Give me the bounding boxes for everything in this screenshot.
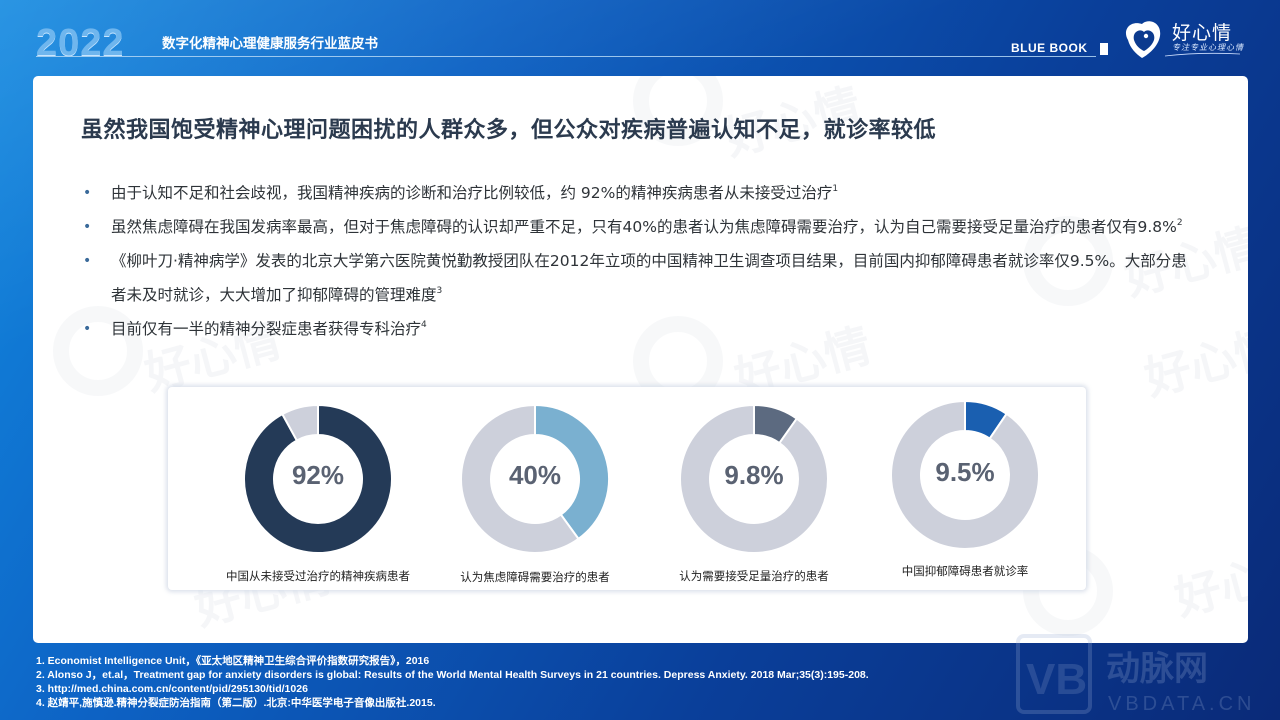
donut-label: 中国从未接受过治疗的精神疾病患者 [226, 569, 410, 583]
report-title: 数字化精神心理健康服务行业蓝皮书 [162, 36, 378, 52]
bullet-item: • 《柳叶刀·精神病学》发表的北京大学第六医院黄悦勤教授团队在2012年立项的中… [81, 244, 1201, 312]
donut-value: 92% [291, 460, 345, 490]
bullet-item: • 目前仅有一半的精神分裂症患者获得专科治疗4 [81, 312, 1201, 346]
footnote-3: 3. http://med.china.com.cn/content/pid/2… [36, 683, 308, 695]
page-title: 虽然我国饱受精神心理问题困扰的人群众多，但公众对疾病普遍认知不足，就诊率较低 [81, 118, 937, 143]
footnote-1: 1. Economist Intelligence Unit，《亚太地区精神卫生… [36, 655, 430, 667]
bullet-list: • 由于认知不足和社会歧视，我国精神疾病的诊断和治疗比例较低，约 92%的精神疾… [81, 176, 1201, 346]
bullet-dot-icon: • [83, 321, 92, 337]
donut-graphic [460, 403, 610, 554]
bullet-item: • 虽然焦虑障碍在我国发病率最高，但对于焦虑障碍的认识却严重不足，只有40%的患… [81, 210, 1201, 244]
content-card: 好心情 好心情 好心情 好心情 好心情 好心情 好心情 虽然我国饱受精神心理问题… [33, 76, 1248, 643]
bullet-dot-icon: • [83, 253, 92, 269]
donut-value: 40% [508, 460, 562, 490]
bullet-item: • 由于认知不足和社会歧视，我国精神疾病的诊断和治疗比例较低，约 92%的精神疾… [81, 176, 1201, 210]
bullet-dot-icon: • [83, 185, 92, 201]
footnote-ref: 4 [421, 320, 427, 330]
watermark-site-cn: 动脉网 [1106, 649, 1208, 689]
watermark-site: VBDATA.CN [1108, 693, 1256, 715]
series-marker [1100, 43, 1108, 55]
footnote-ref: 1 [832, 184, 839, 194]
footnote-2: 2. Alonso J，et.al，Treatment gap for anxi… [36, 669, 869, 681]
report-year: 2022 [36, 22, 125, 64]
footnote-ref: 2 [1176, 218, 1183, 228]
donut-label: 中国抑郁障碍患者就诊率 [901, 564, 1029, 578]
bullet-dot-icon: • [83, 219, 92, 235]
bullet-text: 虽然焦虑障碍在我国发病率最高，但对于焦虑障碍的认识却严重不足，只有40%的患者认… [111, 218, 1177, 236]
series-label: BLUE BOOK [1011, 41, 1088, 55]
donut-label: 认为焦虑障碍需要治疗的患者 [460, 570, 610, 584]
donut-graphic [890, 399, 1040, 550]
footnotes: 1. Economist Intelligence Unit，《亚太地区精神卫生… [36, 654, 869, 710]
header-divider [36, 56, 1096, 57]
donut-graphic [679, 403, 829, 554]
donut-label: 认为需要接受足量治疗的患者 [679, 569, 829, 583]
donut-chart: 9.8% 认为需要接受足量治疗的患者 [644, 395, 864, 595]
bullet-text: 由于认知不足和社会歧视，我国精神疾病的诊断和治疗比例较低，约 92%的精神疾病患… [111, 184, 833, 202]
donut-chart: 92% 中国从未接受过治疗的精神疾病患者 [208, 395, 428, 595]
donut-graphic [243, 403, 393, 554]
donut-chart: 40% 认为焦虑障碍需要治疗的患者 [425, 395, 645, 595]
donut-value: 9.8% [724, 460, 784, 490]
brand-name: 好心情 [1172, 22, 1233, 44]
watermark-text: 好心情 [1169, 537, 1248, 626]
donut-chart: 9.5% 中国抑郁障碍患者就诊率 [855, 391, 1075, 591]
brand-slogan: 专注专业心理心情 [1172, 43, 1244, 52]
bullet-text: 目前仅有一半的精神分裂症患者获得专科治疗 [111, 320, 422, 338]
svg-text:VB: VB [1026, 655, 1087, 704]
footnote-4: 4. 赵靖平,施慎逊.精神分裂症防治指南（第二版）.北京:中华医学电子音像出版社… [36, 697, 436, 709]
donut-value: 9.5% [935, 457, 995, 487]
footnote-ref: 3 [436, 286, 443, 296]
vbdata-watermark-icon: VB 动脉网 VBDATA.CN [1016, 634, 1256, 715]
donut-chart-panel: 92% 中国从未接受过治疗的精神疾病患者 40% 认为焦虑障碍需要治疗的患者 9… [168, 387, 1086, 590]
bullet-text: 《柳叶刀·精神病学》发表的北京大学第六医院黄悦勤教授团队在2012年立项的中国精… [111, 252, 1187, 304]
brand-logo-icon [1125, 21, 1241, 58]
